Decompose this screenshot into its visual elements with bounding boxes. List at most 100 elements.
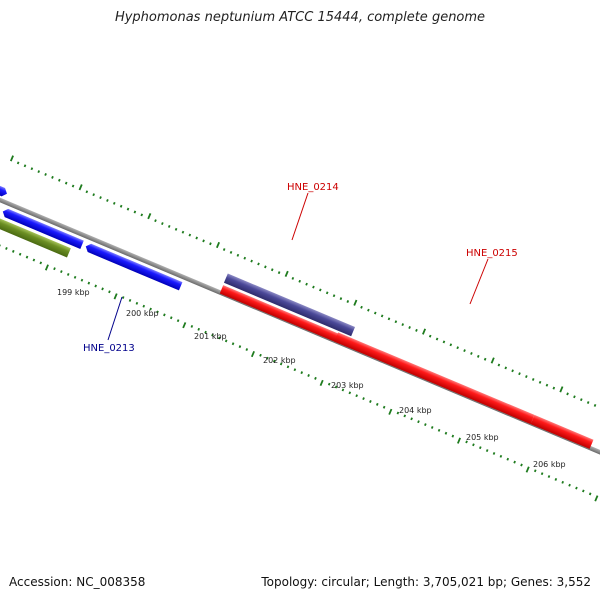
scale-label: 205 kbp <box>466 433 499 442</box>
tick-minor <box>23 164 27 168</box>
tick-minor <box>133 210 137 214</box>
tick-minor <box>0 244 1 248</box>
tick-minor <box>279 362 283 366</box>
tick-minor <box>305 282 308 286</box>
gene-label-hne-0213[interactable]: HNE_0213 <box>83 343 135 354</box>
gene-hne-0214[interactable] <box>223 273 356 337</box>
tick-minor <box>593 403 597 407</box>
tick-minor <box>92 193 95 197</box>
gene-label-hne-0215[interactable]: HNE_0215 <box>466 248 518 259</box>
tick-minor <box>348 391 352 395</box>
tick-minor <box>140 213 144 217</box>
tick-minor <box>435 337 439 341</box>
tick-minor <box>204 330 207 334</box>
tick-minor <box>197 327 201 331</box>
tick-minor <box>470 352 473 355</box>
tick-minor <box>272 359 276 363</box>
tick-minor <box>538 380 542 384</box>
tick-minor <box>222 248 226 251</box>
tick-minor <box>380 314 384 318</box>
tick-minor <box>355 394 358 398</box>
tick-minor <box>497 363 501 367</box>
tick-minor <box>243 256 247 260</box>
tick-major <box>525 466 530 473</box>
tick-major <box>182 322 187 329</box>
tick-minor <box>149 307 152 311</box>
tick-minor <box>369 400 372 403</box>
tick-major <box>559 386 564 393</box>
tick-minor <box>492 451 496 455</box>
gene-label-hne-0214[interactable]: HNE_0214 <box>287 182 339 193</box>
tick-minor <box>375 402 379 406</box>
tick-minor <box>314 376 317 380</box>
tick-minor <box>66 273 70 276</box>
tick-minor <box>108 290 111 294</box>
tick-minor <box>360 305 363 309</box>
tick-minor <box>286 365 290 369</box>
tick-major <box>216 241 220 249</box>
tick-minor <box>408 326 411 329</box>
tick-major <box>9 155 14 162</box>
tick-minor <box>37 170 41 174</box>
tick-minor <box>106 199 109 202</box>
gene-arrow-blue-reverse[interactable] <box>1 207 84 249</box>
tick-minor <box>545 383 549 387</box>
tick-minor <box>575 486 578 490</box>
tick-minor <box>231 342 235 346</box>
leader-hne-0215 <box>469 258 489 305</box>
tick-minor <box>566 392 569 396</box>
gene-hne-0215[interactable] <box>334 332 535 425</box>
scale-label: 206 kbp <box>533 460 566 469</box>
tick-minor <box>367 308 370 312</box>
tick-minor <box>540 472 544 476</box>
tick-minor <box>176 319 180 323</box>
tick-minor <box>307 374 310 377</box>
tick-minor <box>561 480 565 484</box>
tick-minor <box>424 423 427 427</box>
tick-major <box>422 328 427 335</box>
tick-minor <box>101 287 104 291</box>
tick-major <box>113 293 118 300</box>
tick-minor <box>568 483 571 487</box>
tick-minor <box>531 377 535 381</box>
gene-arrow-red-forward[interactable] <box>219 285 347 345</box>
tick-minor <box>341 388 345 392</box>
tick-minor <box>428 334 432 338</box>
tick-minor <box>5 247 8 250</box>
tick-minor <box>257 262 260 266</box>
tick-minor <box>190 324 194 328</box>
tick-major <box>284 270 289 277</box>
gene-arrow-blue[interactable] <box>0 184 9 198</box>
gene-arrow-red-right[interactable] <box>530 414 594 449</box>
tick-minor <box>44 173 47 176</box>
tick-minor <box>154 219 157 223</box>
tick-minor <box>128 298 132 302</box>
tick-minor <box>506 457 510 461</box>
tick-minor <box>362 397 365 401</box>
tick-minor <box>99 196 102 200</box>
tick-minor <box>169 316 173 320</box>
tick-minor <box>325 291 329 295</box>
tick-minor <box>586 401 590 405</box>
gene-olive[interactable] <box>0 211 71 258</box>
genome-stats-text: Topology: circular; Length: 3,705,021 bp… <box>261 575 591 589</box>
tick-minor <box>126 207 130 211</box>
tick-minor <box>394 320 398 324</box>
leader-hne-0214 <box>291 192 309 241</box>
scale-label: 201 kbp <box>194 332 227 341</box>
scale-label: 204 kbp <box>399 406 432 415</box>
tick-major <box>457 437 461 444</box>
tick-minor <box>525 375 528 379</box>
tick-minor <box>332 294 336 298</box>
tick-minor <box>250 259 253 263</box>
tick-minor <box>417 420 420 424</box>
tick-minor <box>476 354 480 358</box>
tick-minor <box>499 454 503 458</box>
gene-hne-0213[interactable] <box>84 242 183 291</box>
tick-minor <box>32 258 36 262</box>
tick-minor <box>211 333 214 337</box>
tick-minor <box>442 340 446 344</box>
tick-minor <box>415 328 418 332</box>
tick-minor <box>552 386 556 390</box>
